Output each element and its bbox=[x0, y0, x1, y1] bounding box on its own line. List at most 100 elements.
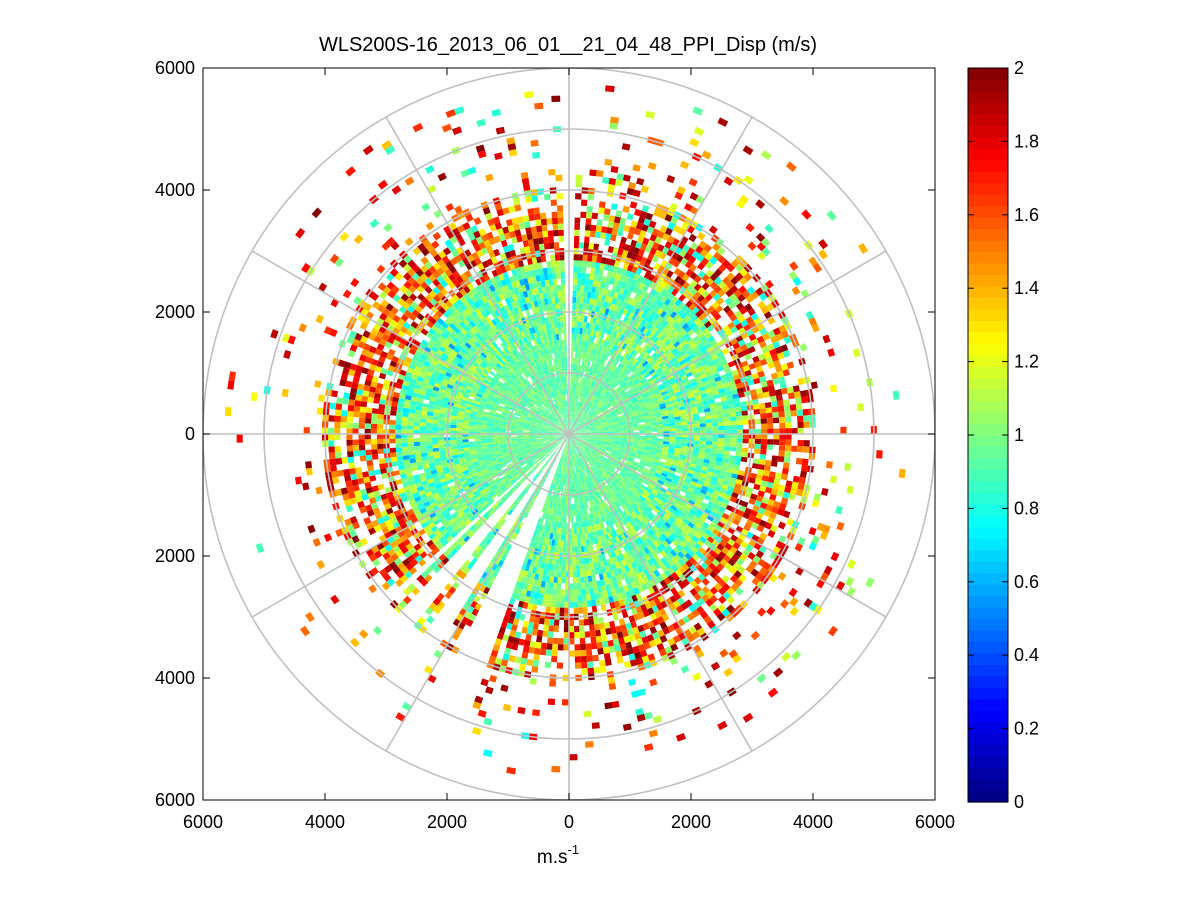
data-cell bbox=[587, 655, 593, 662]
data-cell bbox=[615, 179, 623, 186]
data-cell bbox=[574, 327, 577, 333]
data-cell bbox=[575, 218, 581, 224]
data-cell bbox=[558, 565, 562, 571]
data-cell bbox=[616, 173, 624, 180]
data-cell bbox=[604, 159, 612, 166]
data-cell bbox=[543, 625, 549, 632]
data-cell bbox=[543, 594, 548, 601]
data-cell bbox=[785, 440, 791, 446]
data-cell bbox=[593, 244, 599, 251]
data-cell bbox=[557, 583, 561, 589]
data-cell bbox=[572, 333, 575, 339]
data-cell bbox=[700, 441, 706, 445]
data-cell bbox=[589, 625, 595, 632]
data-cell bbox=[561, 528, 564, 534]
data-cell bbox=[535, 642, 541, 649]
data-cell bbox=[539, 618, 545, 625]
data-cell bbox=[551, 601, 556, 608]
data-cell bbox=[741, 411, 748, 416]
data-cell bbox=[773, 439, 779, 445]
data-cell bbox=[596, 225, 602, 232]
data-cell bbox=[730, 421, 736, 426]
data-cell bbox=[753, 458, 760, 464]
data-cell bbox=[773, 434, 779, 440]
data-cell bbox=[561, 534, 564, 540]
data-cell bbox=[605, 85, 615, 92]
data-cell bbox=[717, 450, 724, 455]
data-cell bbox=[572, 535, 575, 541]
data-cell bbox=[562, 699, 569, 705]
data-cell bbox=[582, 595, 587, 601]
data-cell bbox=[560, 595, 565, 601]
data-cell bbox=[526, 659, 533, 666]
data-cell bbox=[581, 273, 586, 280]
data-cell bbox=[584, 285, 589, 292]
data-cell bbox=[711, 415, 718, 420]
data-cell bbox=[736, 420, 742, 425]
data-cell bbox=[577, 279, 581, 285]
data-cell bbox=[581, 200, 587, 207]
data-cell bbox=[583, 607, 588, 614]
chart-title: WLS200S-16_2013_06_01__21_04_48_PPI_Disp… bbox=[319, 34, 817, 56]
data-cell bbox=[571, 340, 574, 346]
data-cell bbox=[761, 439, 767, 444]
data-cell bbox=[554, 620, 559, 626]
data-cell bbox=[548, 699, 555, 706]
data-cell bbox=[529, 678, 536, 685]
data-cell bbox=[593, 618, 599, 625]
data-cell bbox=[755, 419, 761, 424]
data-cell bbox=[594, 624, 600, 631]
data-cell bbox=[563, 547, 566, 553]
data-cell bbox=[597, 219, 603, 226]
data-cell bbox=[575, 662, 581, 668]
data-cell bbox=[574, 528, 577, 534]
data-cell bbox=[670, 437, 676, 440]
data-cell bbox=[682, 428, 688, 431]
data-cell bbox=[572, 528, 575, 534]
data-cell bbox=[600, 629, 606, 636]
data-cell bbox=[580, 212, 586, 218]
data-cell bbox=[840, 427, 846, 434]
data-cell bbox=[556, 589, 561, 595]
data-cell bbox=[753, 404, 760, 410]
data-cell bbox=[576, 565, 580, 571]
data-cell bbox=[594, 667, 601, 674]
data-cell bbox=[712, 438, 718, 442]
data-cell bbox=[795, 397, 802, 404]
data-cell bbox=[778, 456, 785, 462]
data-cell bbox=[771, 461, 778, 467]
data-cell bbox=[581, 662, 587, 669]
data-cell bbox=[682, 437, 688, 440]
data-cell bbox=[559, 559, 563, 565]
data-cell bbox=[560, 608, 565, 614]
data-cell bbox=[547, 594, 552, 601]
data-cell bbox=[604, 653, 611, 660]
data-cell bbox=[520, 658, 527, 665]
data-cell bbox=[579, 626, 585, 632]
data-cell bbox=[767, 444, 774, 450]
data-cell bbox=[786, 428, 792, 434]
data-cell bbox=[576, 571, 580, 577]
data-cell bbox=[712, 426, 718, 430]
data-cell bbox=[579, 558, 583, 564]
data-cell bbox=[771, 401, 778, 407]
data-cell bbox=[706, 419, 712, 423]
data-cell bbox=[681, 422, 687, 426]
data-cell bbox=[844, 463, 851, 471]
data-cell bbox=[793, 476, 800, 483]
data-cell bbox=[590, 225, 596, 232]
data-cell bbox=[736, 443, 742, 448]
data-cell bbox=[670, 428, 676, 431]
data-cell bbox=[587, 194, 594, 201]
data-cell bbox=[551, 656, 557, 662]
data-cell bbox=[578, 546, 582, 552]
data-cell bbox=[587, 668, 594, 675]
data-cell bbox=[724, 426, 730, 430]
data-cell bbox=[597, 642, 603, 649]
data-cell bbox=[557, 546, 561, 552]
data-cell bbox=[562, 565, 566, 571]
data-cell bbox=[586, 649, 592, 656]
data-cell bbox=[530, 641, 537, 648]
data-cell bbox=[723, 413, 730, 418]
data-cell bbox=[537, 630, 543, 637]
